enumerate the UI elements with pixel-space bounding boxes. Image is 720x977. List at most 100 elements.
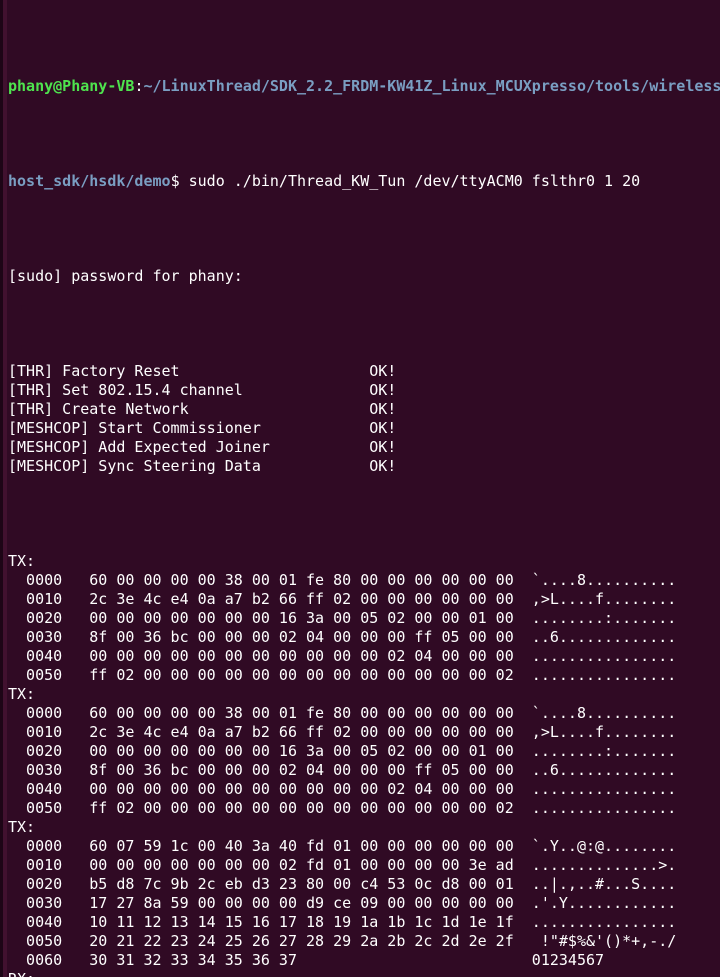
hexdump-row: 0040 00 00 00 00 00 00 00 00 00 00 00 02… bbox=[8, 780, 720, 799]
prompt-user-host: phany@Phany-VB bbox=[8, 77, 135, 95]
hexdump-ascii: ,>L....f........ bbox=[522, 723, 677, 741]
hexdump-bytes: b5 d8 7c 9b 2c eb d3 23 80 00 c4 53 0c d… bbox=[80, 875, 523, 893]
status-label: [MESHCOP] Start Commissioner bbox=[8, 419, 370, 437]
hexdump-ascii: !"#$%&'()*+,-./ bbox=[522, 932, 677, 950]
hexdump-bytes: 2c 3e 4c e4 0a a7 b2 66 ff 02 00 00 00 0… bbox=[80, 590, 523, 608]
hexdump-offset: 0030 bbox=[8, 761, 81, 779]
hexdump-bytes: 17 27 8a 59 00 00 00 00 d9 ce 09 00 00 0… bbox=[80, 894, 523, 912]
hexdump-row: 0040 00 00 00 00 00 00 00 00 00 00 00 02… bbox=[8, 647, 720, 666]
hexdump-row: 0010 2c 3e 4c e4 0a a7 b2 66 ff 02 00 00… bbox=[8, 590, 720, 609]
prompt-path-part-2: host_sdk/hsdk/demo bbox=[8, 172, 171, 190]
status-result: OK! bbox=[369, 381, 397, 399]
hexdump-ascii: ,>L....f........ bbox=[522, 590, 677, 608]
hexdump-row: 0050 ff 02 00 00 00 00 00 00 00 00 00 00… bbox=[8, 799, 720, 818]
hexdump-offset: 0040 bbox=[8, 647, 81, 665]
prompt-path-part-1: ~/LinuxThread/SDK_2.2_FRDM-KW41Z_Linux_M… bbox=[143, 77, 720, 95]
hexdump-ascii: ................ bbox=[522, 799, 677, 817]
hexdump-bytes: 00 00 00 00 00 00 00 00 00 00 00 02 04 0… bbox=[80, 780, 523, 798]
hexdump-offset: 0040 bbox=[8, 913, 81, 931]
status-line: [THR] Factory Reset OK! bbox=[8, 362, 720, 381]
packet-direction-label: TX: bbox=[8, 552, 36, 570]
command-text: sudo ./bin/Thread_KW_Tun /dev/ttyACM0 fs… bbox=[188, 172, 641, 190]
status-line: [MESHCOP] Sync Steering Data OK! bbox=[8, 457, 720, 476]
prompt-separator: : bbox=[134, 77, 144, 95]
hexdump-ascii: ................ bbox=[522, 913, 677, 931]
hexdump-ascii: ..|.,..#...S.... bbox=[522, 875, 677, 893]
status-label: [MESHCOP] Add Expected Joiner bbox=[8, 438, 370, 456]
status-label: [THR] Set 802.15.4 channel bbox=[8, 381, 370, 399]
window-edge-light bbox=[3, 0, 7, 977]
hexdump-row: 0010 2c 3e 4c e4 0a a7 b2 66 ff 02 00 00… bbox=[8, 723, 720, 742]
hexdump-ascii: ..6............. bbox=[522, 628, 677, 646]
prompt-sigil: $ bbox=[170, 172, 189, 190]
hexdump-ascii: ................ bbox=[522, 666, 677, 684]
hexdump-bytes: 30 31 32 33 34 35 36 37 bbox=[80, 951, 523, 969]
hexdump-row: 0030 8f 00 36 bc 00 00 00 02 04 00 00 00… bbox=[8, 628, 720, 647]
hexdump-offset: 0040 bbox=[8, 780, 81, 798]
status-result: OK! bbox=[369, 457, 397, 475]
hexdump-offset: 0030 bbox=[8, 894, 81, 912]
hexdump-offset: 0020 bbox=[8, 609, 81, 627]
hexdump-offset: 0050 bbox=[8, 932, 81, 950]
hexdump-bytes: ff 02 00 00 00 00 00 00 00 00 00 00 00 0… bbox=[80, 799, 523, 817]
hexdump-offset: 0010 bbox=[8, 723, 81, 741]
hexdump-bytes: 60 00 00 00 00 38 00 01 fe 80 00 00 00 0… bbox=[80, 571, 523, 589]
hexdump-row: 0020 b5 d8 7c 9b 2c eb d3 23 80 00 c4 53… bbox=[8, 875, 720, 894]
hexdump-offset: 0050 bbox=[8, 666, 81, 684]
packet-direction-label: RX: bbox=[8, 970, 720, 977]
hexdump-offset: 0050 bbox=[8, 799, 81, 817]
status-line: [THR] Create Network OK! bbox=[8, 400, 720, 419]
hexdump-ascii: 01234567 bbox=[522, 951, 605, 969]
hexdump-bytes: 8f 00 36 bc 00 00 00 02 04 00 00 00 ff 0… bbox=[80, 761, 523, 779]
hexdump-row: 0060 30 31 32 33 34 35 36 37 01234567 bbox=[8, 951, 720, 970]
hexdump-ascii: `....8.......... bbox=[522, 571, 677, 589]
hexdump-row: 0020 00 00 00 00 00 00 00 16 3a 00 05 02… bbox=[8, 609, 720, 628]
hexdump-offset: 0060 bbox=[8, 951, 81, 969]
hexdump-row: 0050 20 21 22 23 24 25 26 27 28 29 2a 2b… bbox=[8, 932, 720, 951]
hexdump-ascii: ..6............. bbox=[522, 761, 677, 779]
hexdump-offset: 0030 bbox=[8, 628, 81, 646]
hexdump-bytes: 00 00 00 00 00 00 00 16 3a 00 05 02 00 0… bbox=[80, 742, 523, 760]
hexdump-offset: 0010 bbox=[8, 590, 81, 608]
hexdump-bytes: 8f 00 36 bc 00 00 00 02 04 00 00 00 ff 0… bbox=[80, 628, 523, 646]
window-edge-dark bbox=[0, 0, 3, 977]
hexdump-row: 0000 60 07 59 1c 00 40 3a 40 fd 01 00 00… bbox=[8, 837, 720, 856]
status-line: [MESHCOP] Start Commissioner OK! bbox=[8, 419, 720, 438]
hexdump-ascii: ........:....... bbox=[522, 742, 677, 760]
hexdump-bytes: 00 00 00 00 00 00 00 16 3a 00 05 02 00 0… bbox=[80, 609, 523, 627]
hexdump-ascii: ..............>. bbox=[522, 856, 677, 874]
hexdump-ascii: `....8.......... bbox=[522, 704, 677, 722]
hexdump-ascii: ................ bbox=[522, 647, 677, 665]
hexdump-bytes: 00 00 00 00 00 00 00 00 00 00 00 02 04 0… bbox=[80, 647, 523, 665]
hexdump-row: 0040 10 11 12 13 14 15 16 17 18 19 1a 1b… bbox=[8, 913, 720, 932]
hexdump-row: 0000 60 00 00 00 00 38 00 01 fe 80 00 00… bbox=[8, 704, 720, 723]
status-lines: [THR] Factory Reset OK! [THR] Set 802.15.… bbox=[8, 362, 720, 476]
hexdump-offset: 0020 bbox=[8, 875, 81, 893]
status-result: OK! bbox=[369, 362, 397, 380]
status-label: [THR] Factory Reset bbox=[8, 362, 370, 380]
terminal-screen[interactable]: phany@Phany-VB:~/LinuxThread/SDK_2.2_FRD… bbox=[7, 0, 720, 977]
hexdump-ascii: `.Y..@:@........ bbox=[522, 837, 677, 855]
hexdump-row: 0010 00 00 00 00 00 00 00 02 fd 01 00 00… bbox=[8, 856, 720, 875]
hexdump-ascii: ........:....... bbox=[522, 609, 677, 627]
hexdump-bytes: 10 11 12 13 14 15 16 17 18 19 1a 1b 1c 1… bbox=[80, 913, 523, 931]
hexdump-ascii: ................ bbox=[522, 780, 677, 798]
prompt-line-2: host_sdk/hsdk/demo$ sudo ./bin/Thread_KW… bbox=[8, 172, 720, 191]
status-label: [MESHCOP] Sync Steering Data bbox=[8, 457, 370, 475]
hexdump-bytes: ff 02 00 00 00 00 00 00 00 00 00 00 00 0… bbox=[80, 666, 523, 684]
hexdump-offset: 0000 bbox=[8, 704, 81, 722]
hexdump-ascii: .'.Y............ bbox=[522, 894, 677, 912]
hexdump-offset: 0000 bbox=[8, 837, 81, 855]
status-label: [THR] Create Network bbox=[8, 400, 370, 418]
hexdump-bytes: 00 00 00 00 00 00 00 02 fd 01 00 00 00 0… bbox=[80, 856, 523, 874]
prompt-line-1: phany@Phany-VB:~/LinuxThread/SDK_2.2_FRD… bbox=[8, 77, 720, 96]
hexdump-row: 0000 60 00 00 00 00 38 00 01 fe 80 00 00… bbox=[8, 571, 720, 590]
status-result: OK! bbox=[369, 400, 397, 418]
hexdump-bytes: 60 07 59 1c 00 40 3a 40 fd 01 00 00 00 0… bbox=[80, 837, 523, 855]
hexdump-offset: 0000 bbox=[8, 571, 81, 589]
hexdump-row: 0020 00 00 00 00 00 00 00 16 3a 00 05 02… bbox=[8, 742, 720, 761]
packet-dumps: TX: 0000 60 00 00 00 00 38 00 01 fe 80 0… bbox=[8, 552, 720, 977]
status-result: OK! bbox=[369, 438, 397, 456]
hexdump-row: 0050 ff 02 00 00 00 00 00 00 00 00 00 00… bbox=[8, 666, 720, 685]
